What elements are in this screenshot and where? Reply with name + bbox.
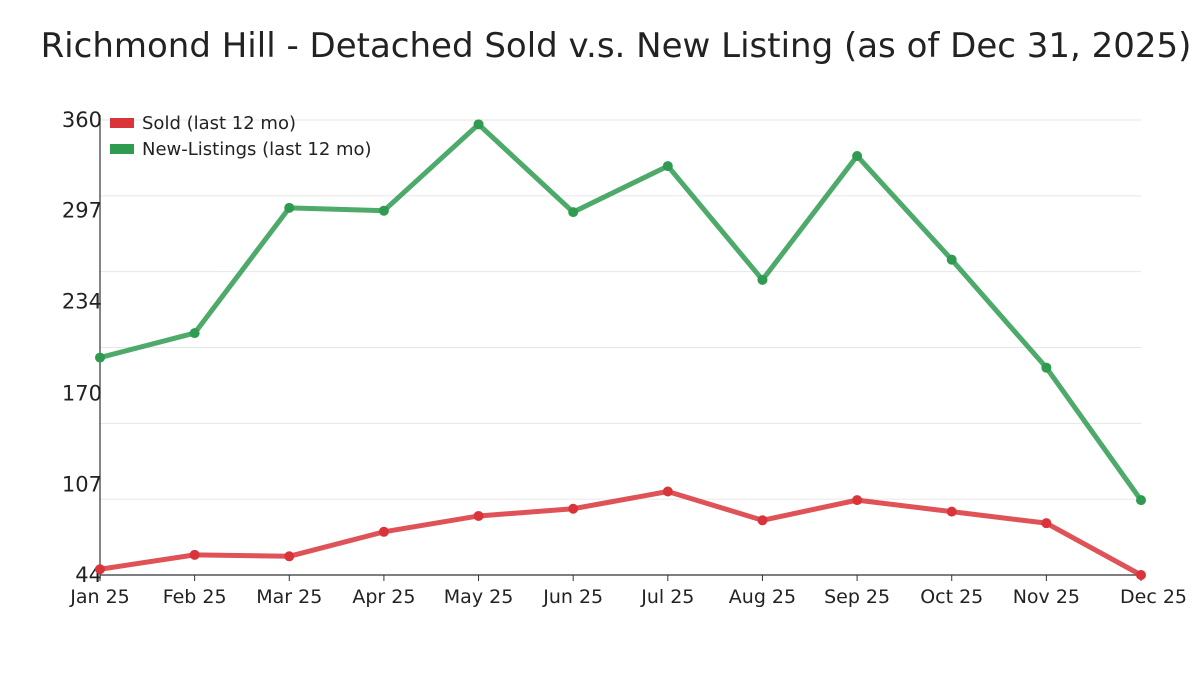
x-tick-label: Sep 25 xyxy=(824,586,890,608)
y-tick-label: 107 xyxy=(62,472,102,496)
legend: Sold (last 12 mo) New-Listings (last 12 m… xyxy=(110,113,372,160)
data-point[interactable] xyxy=(757,515,768,526)
y-tick-label: 170 xyxy=(62,382,102,406)
legend-swatch xyxy=(110,118,134,128)
legend-swatch xyxy=(110,144,134,154)
x-tick-label: May 25 xyxy=(444,586,514,608)
x-tick-label: Jan 25 xyxy=(69,586,130,608)
data-point[interactable] xyxy=(1041,518,1052,529)
y-tick-label: 360 xyxy=(62,108,102,132)
x-tick-label: Oct 25 xyxy=(920,586,983,608)
x-tick-label: Mar 25 xyxy=(256,586,322,608)
data-point[interactable] xyxy=(757,274,768,285)
data-point[interactable] xyxy=(473,119,484,130)
data-point[interactable] xyxy=(1136,495,1146,506)
data-point[interactable] xyxy=(852,150,863,161)
data-point[interactable] xyxy=(1136,570,1146,580)
data-point[interactable] xyxy=(378,526,389,537)
x-tick-label: Apr 25 xyxy=(352,586,415,608)
data-points xyxy=(95,119,1146,580)
y-tick-label: 234 xyxy=(62,289,102,313)
data-point[interactable] xyxy=(1041,362,1052,373)
data-point[interactable] xyxy=(946,506,957,517)
x-tick-label: Jun 25 xyxy=(542,586,603,608)
x-tick-label: Aug 25 xyxy=(729,586,796,608)
data-point[interactable] xyxy=(95,352,105,363)
data-point[interactable] xyxy=(95,564,105,575)
data-point[interactable] xyxy=(378,205,389,216)
data-point[interactable] xyxy=(473,510,484,521)
data-point[interactable] xyxy=(284,551,295,562)
data-point[interactable] xyxy=(568,207,579,218)
data-point[interactable] xyxy=(284,202,295,213)
x-tick-label: Jul 25 xyxy=(640,586,694,608)
chart-title: Richmond Hill - Detached Sold v.s. New L… xyxy=(40,26,1192,66)
legend-label: Sold (last 12 mo) xyxy=(142,113,296,134)
data-point[interactable] xyxy=(946,254,957,265)
legend-label: New-Listings (last 12 mo) xyxy=(142,139,372,160)
data-point[interactable] xyxy=(662,161,673,172)
series-lines xyxy=(97,121,1144,578)
data-point[interactable] xyxy=(568,503,579,514)
x-tick-label: Dec 25 xyxy=(1120,586,1187,608)
x-tick-label: Feb 25 xyxy=(163,586,227,608)
data-point[interactable] xyxy=(189,328,200,339)
series-line-1 xyxy=(97,121,1144,503)
data-point[interactable] xyxy=(852,495,863,506)
grid-lines xyxy=(100,119,1141,500)
x-tick-label: Nov 25 xyxy=(1013,586,1080,608)
data-point[interactable] xyxy=(662,486,673,497)
y-tick-label: 297 xyxy=(62,199,102,223)
series-line-0 xyxy=(97,488,1144,578)
data-point[interactable] xyxy=(189,549,200,560)
